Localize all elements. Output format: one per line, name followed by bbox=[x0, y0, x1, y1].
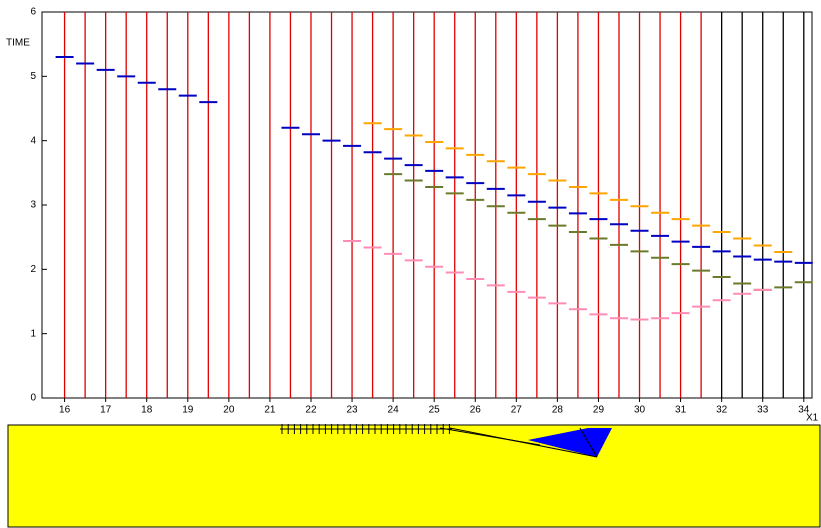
y-tick-label: 1 bbox=[30, 328, 36, 339]
y-tick-label: 5 bbox=[30, 71, 36, 82]
x-axis-label: X1 bbox=[806, 413, 819, 424]
x-tick-label: 29 bbox=[593, 405, 605, 416]
y-tick-label: 6 bbox=[30, 7, 36, 18]
x-tick-label: 20 bbox=[223, 405, 235, 416]
x-tick-label: 19 bbox=[182, 405, 194, 416]
y-tick-label: 2 bbox=[30, 264, 36, 275]
x-tick-label: 25 bbox=[429, 405, 441, 416]
x-tick-label: 33 bbox=[757, 405, 769, 416]
y-tick-label: 3 bbox=[30, 200, 36, 211]
x-tick-label: 30 bbox=[634, 405, 646, 416]
x-tick-label: 31 bbox=[675, 405, 687, 416]
x-tick-label: 24 bbox=[388, 405, 400, 416]
model-panel bbox=[8, 425, 820, 527]
chart: 0123456161718192021222324252627282930313… bbox=[0, 0, 821, 528]
x-tick-label: 27 bbox=[511, 405, 523, 416]
x-tick-label: 28 bbox=[552, 405, 564, 416]
x-tick-label: 23 bbox=[346, 405, 358, 416]
x-tick-label: 17 bbox=[100, 405, 112, 416]
x-tick-label: 32 bbox=[716, 405, 728, 416]
x-tick-label: 22 bbox=[305, 405, 317, 416]
y-tick-label: 0 bbox=[30, 393, 36, 404]
plot-frame bbox=[42, 12, 812, 398]
y-axis-label: TIME bbox=[6, 38, 30, 49]
x-tick-label: 16 bbox=[59, 405, 71, 416]
x-tick-label: 18 bbox=[141, 405, 153, 416]
x-tick-label: 21 bbox=[264, 405, 276, 416]
y-tick-label: 4 bbox=[30, 135, 36, 146]
x-tick-label: 26 bbox=[470, 405, 482, 416]
